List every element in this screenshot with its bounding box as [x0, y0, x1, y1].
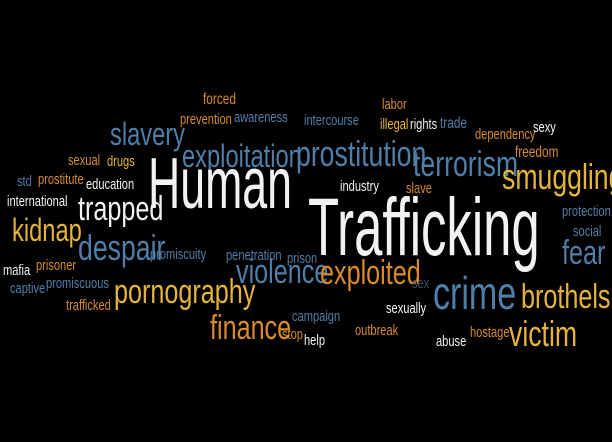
word-outbreak: outbreak [355, 322, 399, 339]
word-abuse: abuse [436, 333, 467, 350]
word-exploitation: exploitation [182, 138, 302, 174]
word-trafficking: Trafficking [308, 182, 540, 273]
word-prostitute: prostitute [38, 171, 84, 188]
word-terrorism: terrorism [413, 143, 519, 184]
word-promiscuity: promiscuity [150, 246, 207, 263]
word-despair: despair [78, 227, 166, 268]
word-human: Human [148, 144, 292, 224]
word-pornography: pornography [114, 273, 256, 311]
word-fear: fear [562, 234, 606, 272]
word-international: international [7, 193, 68, 210]
word-freedom: freedom [515, 144, 559, 161]
word-trapped: trapped [78, 190, 164, 228]
word-mafia: mafia [3, 262, 31, 279]
word-penetration: penetration [226, 247, 282, 264]
word-help: help [304, 332, 325, 349]
word-prostitution: prostitution [296, 133, 427, 174]
word-sexy: sexy [533, 119, 556, 136]
word-sexually: sexually [386, 300, 427, 317]
word-prisoner: prisoner [36, 257, 77, 274]
word-smuggling: smuggling [502, 156, 612, 197]
word-education: education [86, 176, 135, 193]
word-trade: trade [440, 115, 467, 132]
word-awareness: awareness [234, 109, 288, 126]
word-std: std [17, 173, 32, 190]
word-promiscuous: promiscuous [46, 275, 109, 292]
word-captive: captive [10, 280, 46, 297]
word-prevention: prevention [180, 111, 232, 128]
word-dependency: dependency [475, 126, 536, 143]
word-slavery: slavery [110, 116, 186, 152]
word-rights: rights [410, 116, 438, 133]
word-slave: slave [406, 180, 432, 197]
word-industry: industry [340, 178, 379, 195]
word-campaign: campaign [292, 308, 341, 325]
word-prison: prison [287, 250, 318, 267]
word-sexual: sexual [68, 152, 101, 169]
word-protection: protection [562, 203, 611, 220]
word-exploited: exploited [320, 254, 421, 292]
word-sex: sex [412, 275, 430, 292]
word-brothels: brothels [521, 278, 611, 316]
word-crime: crime [433, 267, 517, 319]
word-hostage: hostage [470, 324, 510, 341]
word-victim: victim [509, 313, 578, 354]
word-stop: stop [282, 326, 303, 343]
word-finance: finance [210, 309, 292, 347]
word-drugs: drugs [107, 153, 135, 170]
word-illegal: illegal [380, 116, 409, 133]
word-labor: labor [382, 96, 407, 113]
word-social: social [573, 223, 602, 240]
word-kidnap: kidnap [12, 212, 82, 248]
word-violence: violence [236, 253, 329, 291]
word-forced: forced [203, 91, 236, 108]
word-intercourse: intercourse [304, 112, 359, 129]
word-trafficked: trafficked [66, 297, 111, 314]
